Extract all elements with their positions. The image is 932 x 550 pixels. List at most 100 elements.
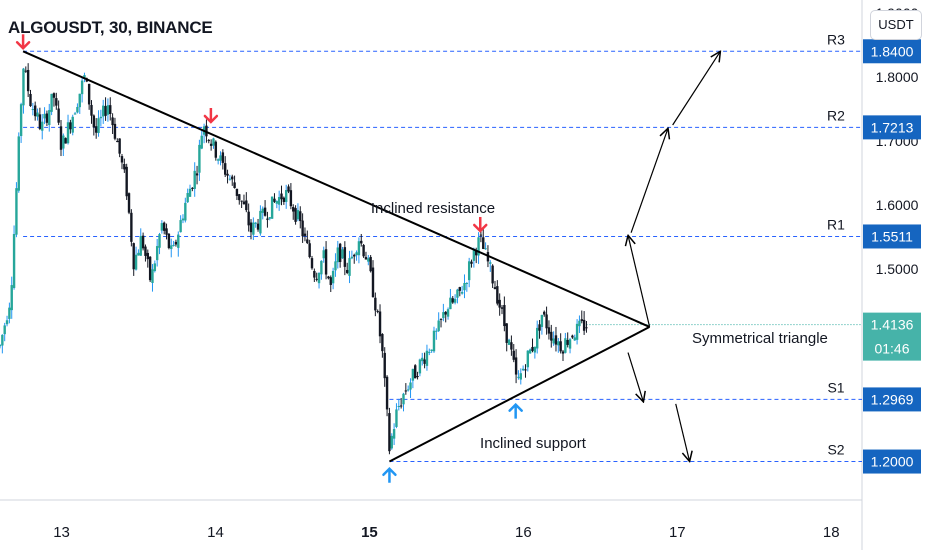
candle-body [127,193,131,213]
candle-body [33,105,37,117]
candle-body [446,309,450,317]
candle-body [193,170,196,189]
candle-body [376,310,379,312]
candle-body [165,228,168,235]
candle-body [172,244,175,246]
candle-body [303,233,307,236]
candle-body [496,286,499,304]
candle-body [3,325,6,335]
x-tick-label: 15 [361,524,378,541]
candle-body [177,234,180,248]
candle-body [209,143,213,146]
candle-body [188,188,192,197]
candle-body [392,429,396,439]
price-label-r2: 1.7213 [871,119,914,135]
candle-body [113,123,117,139]
candle-body [87,83,91,105]
candle-body [571,335,574,338]
candle-body [543,311,546,315]
candle-body [170,245,173,250]
candle-body [52,93,56,98]
candle-body [317,273,321,284]
candle-body [111,117,114,126]
candle-body [120,156,124,163]
candle-body [275,201,279,204]
candle-body [57,108,60,123]
candle-body [310,258,314,269]
candle-body [249,222,253,233]
arrow-head [203,114,219,124]
candle-body [374,297,377,311]
candle-body [369,256,372,272]
candle-body [531,346,534,351]
candle-body [460,292,464,294]
x-tick-label: 16 [515,524,532,541]
candle-body [48,110,51,125]
candle-body [404,390,408,392]
annotation-symmetrical-triangle: Symmetrical triangle [692,330,828,347]
arrow-down-icon [203,108,219,124]
candle-body [493,287,497,290]
current-price-bg [863,312,921,361]
candle-body [31,109,35,111]
candle-body [292,207,295,212]
candle-body [585,327,588,329]
candle-body [491,265,494,284]
candle-body [329,277,332,285]
candle-body [345,269,349,273]
candle-body [540,314,544,327]
candle-body [331,270,335,284]
candle-body [17,136,20,191]
candle-body [158,234,161,248]
candle-body [15,188,18,235]
candle-body [327,276,330,279]
price-label-bg [863,39,921,64]
candle-body [280,193,283,200]
candle-body [167,233,171,249]
candle-body [538,324,541,331]
candle-body [435,330,438,332]
candle-body [301,220,304,237]
candle-body [573,337,576,341]
candle-body [179,220,182,233]
candle-body [148,256,152,281]
candle-body [397,406,400,408]
candle-body [64,138,67,144]
candle-body [71,116,74,133]
candle-body [247,211,250,226]
y-tick-label: 1.8000 [876,69,919,85]
candle-body [582,319,586,331]
candle-body [383,352,386,379]
candle-body [238,194,241,201]
candle-body [507,339,511,345]
candle-body [561,351,565,354]
breakout-arrow [675,403,690,462]
candle-body [184,202,187,221]
candle-body [536,327,539,349]
candle-body [277,197,281,205]
annotation-inclined-support: Inclined support [480,435,587,452]
candle-body [533,346,537,353]
candle-body [5,320,9,325]
candle-body [575,323,579,340]
price-label-bg [863,449,921,474]
candle-body [221,152,225,163]
candle-body [296,210,300,220]
price-label-s1: 1.2969 [871,391,914,407]
candle-body [357,241,361,256]
candle-body [402,393,405,405]
candle-body [226,173,229,176]
candle-body [212,138,215,146]
candle-body [421,357,424,362]
candle-body [479,234,483,236]
candle-body [62,135,65,149]
candle-body [414,365,417,379]
candle-body [475,250,478,256]
candle-body [66,122,70,144]
candle-body [360,240,363,244]
currency-button[interactable]: USDT [870,10,922,40]
x-tick-label: 17 [669,524,686,541]
candle-body [55,98,58,106]
candle-body [411,368,415,381]
